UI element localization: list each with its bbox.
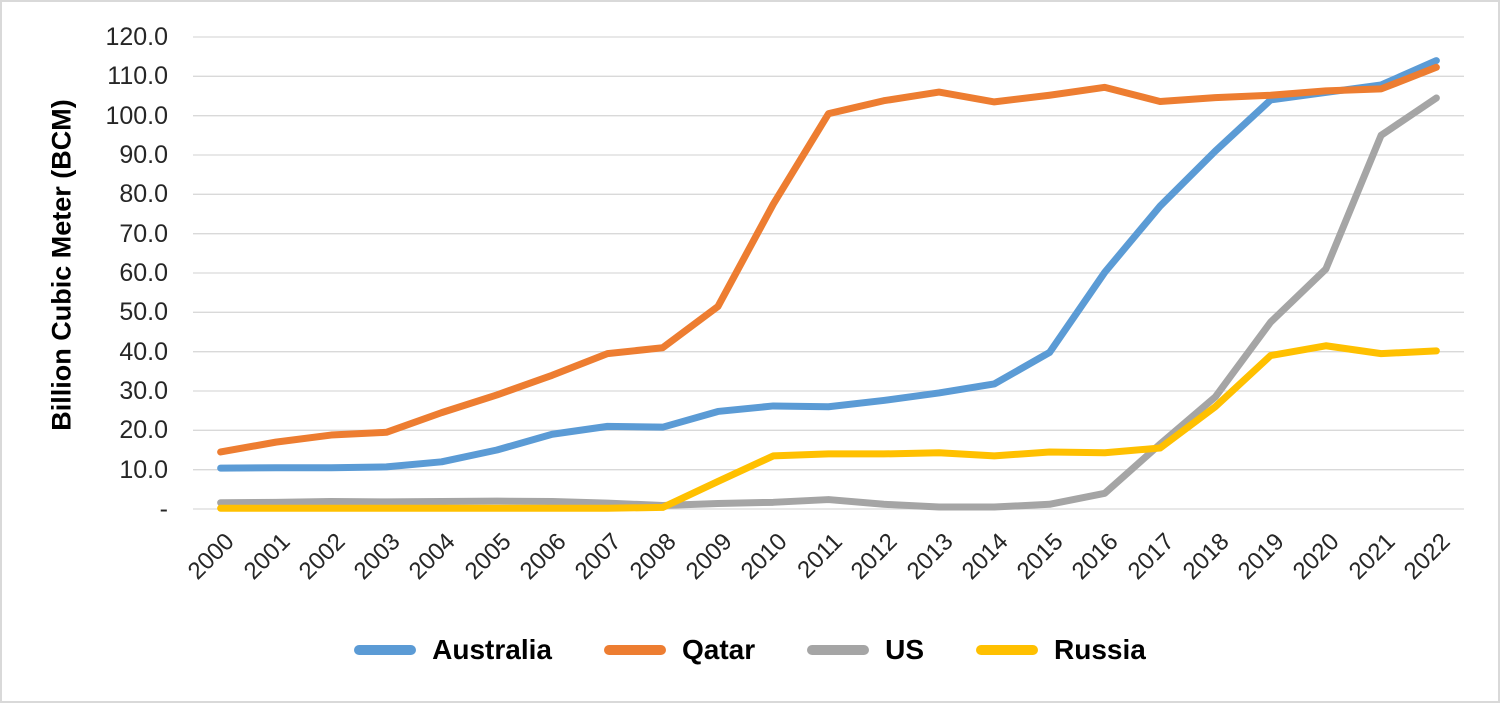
series-line-russia [217, 342, 1440, 512]
legend: Australia Qatar US Russia [0, 634, 1500, 666]
y-tick-label: 90.0 [119, 141, 168, 169]
legend-label: Qatar [681, 634, 756, 665]
y-tick-label: 30.0 [119, 377, 168, 405]
y-tick-label: - [159, 495, 168, 523]
legend-item-qatar: Qatar [603, 634, 756, 666]
y-tick-label: 120.0 [105, 23, 168, 51]
y-tick-label: 70.0 [119, 219, 168, 248]
legend-swatch-us [807, 645, 870, 655]
y-tick-label: 60.0 [119, 259, 168, 287]
legend-swatch-russia [976, 645, 1039, 655]
legend-item-russia: Russia [976, 634, 1146, 666]
y-tick-label: 50.0 [119, 298, 168, 327]
series-line-us [217, 94, 1440, 511]
y-tick-label: 40.0 [119, 337, 168, 366]
y-tick-label: 80.0 [119, 180, 168, 209]
legend-swatch-qatar [603, 645, 666, 655]
legend-label: US [885, 634, 925, 665]
legend-swatch-australia [354, 645, 417, 655]
legend-label: Russia [1054, 634, 1146, 665]
series-line-australia [217, 57, 1440, 472]
legend-item-us: US [807, 634, 924, 666]
y-tick-label: 20.0 [119, 416, 168, 445]
legend-label: Australia [432, 634, 552, 665]
legend-item-australia: Australia [354, 634, 552, 666]
y-tick-label: 110.0 [107, 62, 168, 91]
y-tick-label: 10.0 [119, 455, 168, 484]
series-line-qatar [217, 63, 1440, 456]
y-tick-label: 100.0 [105, 101, 168, 130]
